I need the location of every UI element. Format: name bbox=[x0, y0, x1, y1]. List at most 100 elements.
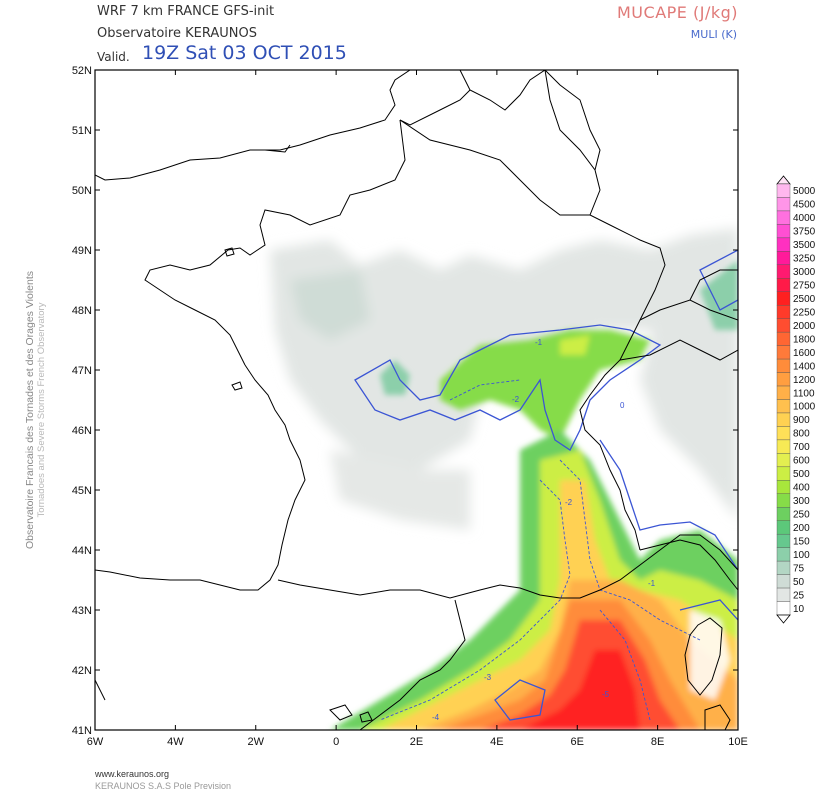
colorbar-swatch bbox=[776, 493, 791, 508]
colorbar-swatch bbox=[776, 210, 791, 225]
lon-label: 8E bbox=[651, 736, 664, 748]
muli-dashed-2 bbox=[379, 479, 571, 721]
colorbar-label: 50 bbox=[793, 577, 805, 588]
lon-label: 2W bbox=[248, 736, 265, 748]
lon-label: 10E bbox=[728, 736, 748, 748]
mucape-field bbox=[270, 228, 738, 730]
lat-label: 42N bbox=[72, 665, 92, 677]
england-coast bbox=[95, 70, 411, 181]
lat-label: 49N bbox=[72, 245, 92, 257]
lon-label: 0 bbox=[333, 736, 339, 748]
colorbar-label: 150 bbox=[793, 536, 810, 547]
colorbar-swatch bbox=[776, 547, 791, 562]
corsica bbox=[684, 617, 723, 696]
muli-contour-minus5 bbox=[494, 679, 546, 721]
valid-label: Valid. bbox=[97, 50, 130, 64]
lon-label: 4W bbox=[167, 736, 184, 748]
contour-label: -3 bbox=[484, 673, 492, 682]
swiss-border-s bbox=[619, 339, 738, 361]
colorbar-label: 600 bbox=[793, 456, 810, 467]
belgium-coast bbox=[399, 89, 471, 126]
contour-label: -2 bbox=[512, 395, 520, 404]
colorbar-swatch bbox=[776, 305, 791, 319]
colorbar-label: 200 bbox=[793, 523, 810, 534]
colorbar-label: 100 bbox=[793, 550, 810, 561]
muli-dashed-4 bbox=[449, 379, 521, 401]
colorbar-label: 2250 bbox=[793, 307, 816, 318]
france-west-coast bbox=[95, 364, 306, 591]
colorbar-swatch bbox=[776, 197, 791, 212]
colorbar-swatch bbox=[776, 291, 791, 306]
lat-label: 43N bbox=[72, 605, 92, 617]
colorbar-label: 400 bbox=[793, 483, 810, 494]
footer-url: www.keraunos.org bbox=[95, 769, 170, 779]
sardinia bbox=[704, 704, 731, 730]
colorbar-label: 2000 bbox=[793, 321, 816, 332]
field-title: MUCAPE (J/kg) bbox=[617, 3, 738, 22]
muli-contours bbox=[354, 249, 738, 721]
latitude-axis: 52N 51N 50N 49N 48N 47N 46N 45N 44N 43N 42N 41N bbox=[72, 65, 738, 737]
muli-contour-ne bbox=[699, 249, 738, 311]
colorbar-label: 1100 bbox=[793, 388, 815, 399]
contour-label: -5 bbox=[602, 690, 610, 699]
colorbar-swatch bbox=[776, 601, 791, 616]
colorbar-swatch bbox=[776, 224, 791, 239]
valid-time: 19Z Sat 03 OCT 2015 bbox=[142, 42, 347, 64]
mallorca bbox=[329, 704, 353, 721]
mucape-colorbar: 5000 4500 4000 3750 3500 3250 3000 2750 2500 2250… bbox=[776, 175, 816, 624]
colorbar-label: 300 bbox=[793, 496, 810, 507]
colorbar-label: 250 bbox=[793, 509, 810, 520]
colorbar-label: 1800 bbox=[793, 334, 816, 345]
muli-contour-coast bbox=[599, 439, 738, 571]
colorbar-swatch bbox=[776, 358, 791, 373]
belgium-border bbox=[399, 119, 590, 216]
colorbar-label: 1000 bbox=[793, 402, 816, 413]
colorbar-label: 5000 bbox=[793, 186, 816, 197]
footer-company: KERAUNOS S.A.S Pole Prevision bbox=[95, 781, 232, 791]
colorbar-label: 4500 bbox=[793, 200, 816, 211]
colorbar-swatch bbox=[776, 574, 791, 589]
muli-dashed-1 bbox=[559, 459, 701, 641]
contour-title: MULI (K) bbox=[690, 28, 737, 41]
colorbar-swatch bbox=[776, 533, 791, 548]
colorbar-swatch bbox=[776, 278, 791, 292]
model-run-label: WRF 7 km FRANCE GFS-init bbox=[97, 4, 275, 19]
colorbar-label: 2750 bbox=[793, 281, 816, 292]
colorbar-swatch bbox=[776, 560, 791, 575]
muli-contour-0 bbox=[354, 324, 662, 451]
france-north-coast bbox=[144, 119, 406, 366]
colorbar-swatch bbox=[776, 237, 791, 252]
lat-label: 41N bbox=[72, 725, 92, 737]
lat-label: 46N bbox=[72, 425, 92, 437]
colorbar-swatch bbox=[776, 520, 791, 535]
muli-contour-east bbox=[679, 599, 738, 621]
menorca bbox=[359, 711, 373, 723]
colorbar-swatch bbox=[776, 480, 791, 494]
colorbar-label: 10 bbox=[793, 604, 805, 615]
colorbar-swatch bbox=[776, 251, 791, 266]
lon-label: 2E bbox=[410, 736, 423, 748]
colorbar-label: 2500 bbox=[793, 294, 816, 305]
contour-label: -4 bbox=[432, 713, 440, 722]
colorbar-label: 900 bbox=[793, 415, 810, 426]
colorbar-swatch bbox=[776, 507, 791, 521]
lat-label: 52N bbox=[72, 65, 92, 77]
colorbar-swatch bbox=[776, 453, 791, 468]
colorbar-swatch bbox=[776, 264, 791, 279]
lat-label: 48N bbox=[72, 305, 92, 317]
colorbar-label: 700 bbox=[793, 442, 810, 453]
muli-dashed-3 bbox=[599, 609, 651, 721]
colorbar-label: 25 bbox=[793, 590, 805, 601]
channel-island bbox=[224, 247, 235, 257]
colorbar-label: 500 bbox=[793, 469, 810, 480]
contour-label: -1 bbox=[648, 579, 656, 588]
contour-labels: -2 -1 -2 -3 -4 -5 -1 0 bbox=[432, 338, 656, 722]
organization-label: Observatoire KERAUNOS bbox=[97, 26, 257, 41]
lat-label: 51N bbox=[72, 125, 92, 137]
colorbar-swatch bbox=[776, 439, 791, 454]
colorbar-label: 3000 bbox=[793, 267, 816, 278]
colorbar-swatch bbox=[776, 345, 791, 360]
pyrenees-med-coast bbox=[277, 534, 738, 599]
longitude-axis: 6W 4W 2W 0 2E 4E 6E 8E 10E bbox=[87, 70, 748, 748]
